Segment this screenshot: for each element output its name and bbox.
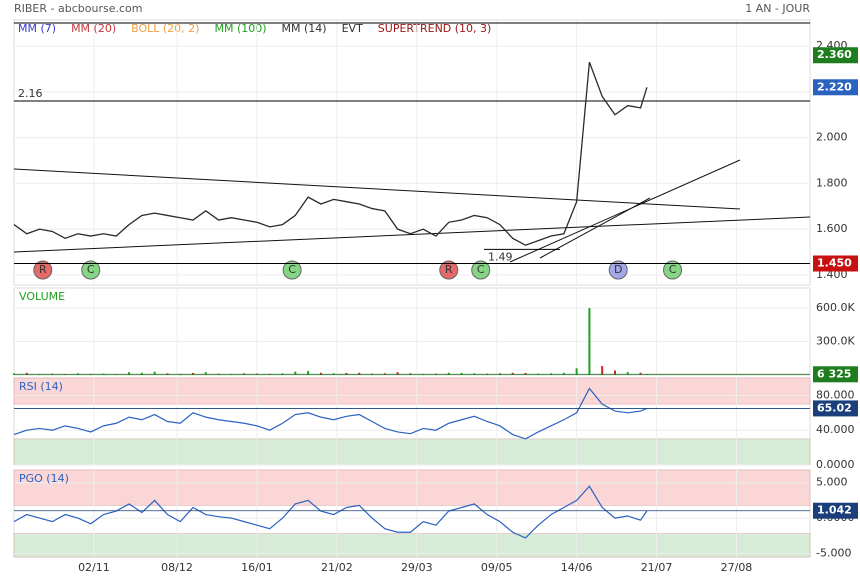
bar (588, 308, 591, 375)
marker-box (813, 502, 858, 519)
x-tick-label: 08/12 (161, 561, 193, 574)
signal-label: C (669, 263, 677, 276)
signal-label: C (288, 263, 296, 276)
x-tick-label: 14/06 (561, 561, 593, 574)
marker-box (813, 47, 858, 64)
price-line (13, 61, 648, 246)
x-tick-label: 27/08 (721, 561, 753, 574)
trend-line (539, 197, 651, 259)
legend-item: BOLL (20, 2) (131, 22, 199, 35)
signal-label: C (477, 263, 485, 276)
zone (13, 533, 811, 558)
y-tick-label: 40.000 (816, 423, 855, 436)
y-tick-label: -5.000 (816, 546, 851, 559)
trend-line (13, 216, 811, 253)
period: 1 AN - JOUR (745, 2, 810, 15)
marker-label: 65.02 (817, 401, 852, 414)
bar (562, 372, 565, 375)
bar (447, 372, 450, 375)
signal (81, 260, 101, 280)
bar (153, 371, 156, 375)
indicator-line (13, 387, 648, 440)
marker-label: 1.042 (817, 504, 852, 517)
marker-label: 2.360 (817, 48, 852, 61)
legend-item: MM (100) (214, 22, 266, 35)
annotation: 2.16 (18, 87, 43, 100)
x-tick-label: 29/03 (401, 561, 433, 574)
signal (282, 260, 302, 280)
y-tick-label: 2.000 (816, 131, 848, 144)
bar (575, 368, 578, 375)
marker-box (813, 400, 858, 417)
panel (13, 19, 811, 286)
marker-label: 6 325 (817, 367, 851, 380)
legend-item: MM (14) (282, 22, 327, 35)
x-tick-label: 21/02 (321, 561, 353, 574)
x-tick-label: 02/11 (78, 561, 110, 574)
indicator-line (13, 485, 648, 539)
y-tick-label: 1.800 (816, 176, 848, 189)
marker-label: 1.450 (817, 256, 852, 269)
page-title: RIBER - abcbourse.com (14, 2, 142, 15)
signal-label: D (614, 263, 622, 276)
zone (13, 377, 811, 405)
bar (601, 366, 604, 375)
panel (13, 287, 811, 376)
signal (608, 260, 628, 280)
signal (33, 260, 53, 280)
panel-title: RSI (14) (19, 380, 63, 393)
annotation: 1.49 (488, 250, 513, 263)
bar (626, 372, 629, 375)
panel-title: VOLUME (19, 290, 65, 303)
y-tick-label: 80.000 (816, 388, 855, 401)
zone (13, 438, 811, 466)
marker-box (813, 255, 858, 272)
legend-item: MM (7) (18, 22, 56, 35)
marker-box (813, 79, 858, 96)
signal (471, 260, 491, 280)
bar (25, 372, 28, 375)
marker-box (813, 366, 858, 383)
signal-label: R (445, 263, 453, 276)
bar (613, 370, 616, 375)
bar (204, 372, 207, 375)
bar (128, 372, 131, 375)
bar (294, 371, 297, 375)
y-tick-label: 1.600 (816, 222, 848, 235)
zone (13, 469, 811, 506)
signal (439, 260, 459, 280)
legend-item: SUPERTREND (10, 3) (378, 22, 492, 35)
marker-label: 2.220 (817, 80, 852, 93)
bar (140, 372, 143, 375)
y-tick-label: 0.0000 (816, 458, 855, 471)
bar (307, 371, 310, 375)
y-tick-label: 5.000 (816, 476, 848, 489)
trend-line (509, 159, 741, 263)
bar (639, 372, 642, 375)
x-tick-label: 16/01 (241, 561, 273, 574)
bar (396, 372, 399, 375)
trend-line (13, 168, 741, 210)
y-tick-label: 600.0K (816, 301, 855, 314)
x-tick-label: 09/05 (481, 561, 513, 574)
legend-item: EVT (342, 22, 363, 35)
bar (358, 372, 361, 375)
bar (511, 372, 514, 375)
panel-title: PGO (14) (19, 472, 69, 485)
y-tick-label: 300.0K (816, 335, 855, 348)
signal-label: C (87, 263, 95, 276)
signal (663, 260, 683, 280)
bar (319, 372, 322, 375)
x-tick-label: 21/07 (641, 561, 673, 574)
signal-label: R (39, 263, 47, 276)
